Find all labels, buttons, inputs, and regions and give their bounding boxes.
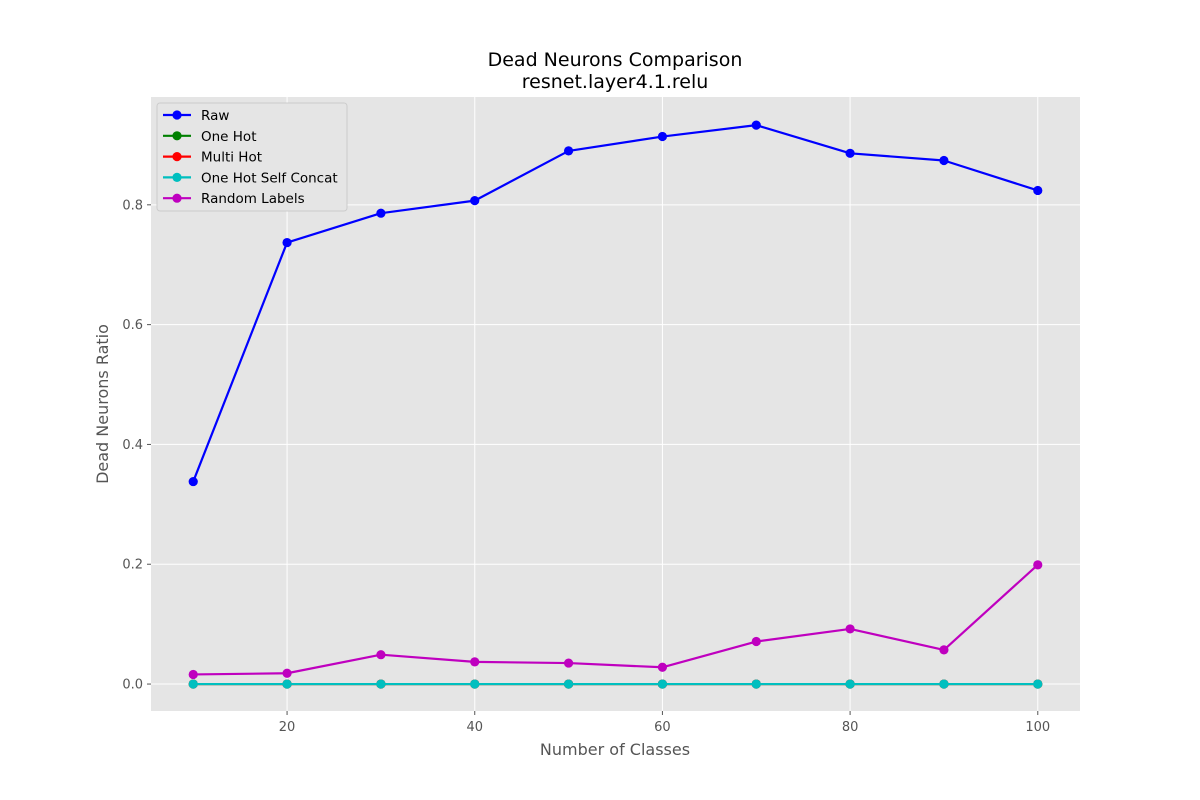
data-point-raw <box>845 148 855 158</box>
legend-marker <box>172 152 182 162</box>
data-point-one-hot-self-concat <box>376 679 386 689</box>
legend-label: Raw <box>201 108 229 124</box>
legend-label: One Hot <box>201 129 256 145</box>
data-point-raw <box>751 120 761 130</box>
y-tick-label: 0.4 <box>122 438 143 453</box>
data-point-raw <box>657 131 668 142</box>
legend-box <box>156 102 348 212</box>
x-tick-label: 100 <box>1025 720 1050 735</box>
data-point-random-labels <box>845 624 855 634</box>
legend-entry-raw: Raw <box>163 108 229 124</box>
series-lines <box>188 120 1043 689</box>
data-point-random-labels <box>1033 560 1043 570</box>
legend-entry-one-hot: One Hot <box>163 129 256 145</box>
x-axis-label: Number of Classes <box>540 740 690 759</box>
data-point-random-labels <box>751 636 761 647</box>
legend-entry-random-labels: Random Labels <box>163 191 305 207</box>
data-point-raw <box>188 476 198 487</box>
data-point-one-hot-self-concat <box>751 679 761 689</box>
legend-entry-one-hot-self-concat: One Hot Self Concat <box>163 170 338 186</box>
legend-label: One Hot Self Concat <box>201 170 338 186</box>
y-tick-label: 0.6 <box>122 318 143 333</box>
y-tick-label: 0.0 <box>122 678 143 693</box>
series-one-hot-self-concat <box>188 679 1043 689</box>
chart-subtitle: resnet.layer4.1.relu <box>522 71 709 93</box>
data-point-random-labels <box>376 650 386 660</box>
legend-marker <box>172 172 182 182</box>
data-point-random-labels <box>939 645 949 655</box>
x-tick-label: 20 <box>279 720 296 735</box>
legend-marker <box>172 131 182 141</box>
data-point-one-hot-self-concat <box>188 679 198 689</box>
data-point-one-hot-self-concat <box>845 679 855 689</box>
data-point-random-labels <box>563 658 574 668</box>
data-point-raw <box>282 237 292 248</box>
data-point-random-labels <box>657 662 668 672</box>
data-point-one-hot-self-concat <box>282 679 292 689</box>
y-tick-label: 0.2 <box>122 558 143 573</box>
data-point-raw <box>1033 185 1043 196</box>
chart-title: Dead Neurons Comparison <box>488 49 743 71</box>
legend-marker <box>172 193 182 203</box>
series-raw <box>188 120 1043 487</box>
data-point-one-hot-self-concat <box>657 679 668 689</box>
data-point-random-labels <box>188 669 198 680</box>
series-line-random-labels <box>193 564 1039 676</box>
data-point-random-labels <box>470 657 480 667</box>
data-point-raw <box>376 208 386 218</box>
x-tick-label: 60 <box>654 720 671 735</box>
data-point-raw <box>470 196 480 206</box>
data-point-raw <box>563 146 574 156</box>
data-point-one-hot-self-concat <box>470 679 480 689</box>
legend-entry-multi-hot: Multi Hot <box>163 150 262 166</box>
x-tick-label: 40 <box>466 720 483 735</box>
y-axis-label: Dead Neurons Ratio <box>93 324 112 484</box>
data-point-one-hot-self-concat <box>1033 679 1043 689</box>
data-point-raw <box>939 155 949 166</box>
legend-label: Multi Hot <box>201 150 262 166</box>
y-tick-label: 0.8 <box>122 198 143 213</box>
series-line-raw <box>192 124 1039 482</box>
legend-label: Random Labels <box>201 191 305 207</box>
data-point-one-hot-self-concat <box>563 679 574 689</box>
x-tick-label: 80 <box>842 720 859 735</box>
legend-marker <box>172 110 182 120</box>
legend: Raw One Hot Multi Hot One Hot Self Concat Ra… <box>156 102 348 212</box>
data-point-random-labels <box>282 668 292 678</box>
data-point-one-hot-self-concat <box>939 679 949 689</box>
axis-ticks: 20 40 60 80 100 0.0 0.2 0.4 0.6 0.8 <box>122 198 1050 735</box>
series-random-labels <box>188 560 1043 680</box>
